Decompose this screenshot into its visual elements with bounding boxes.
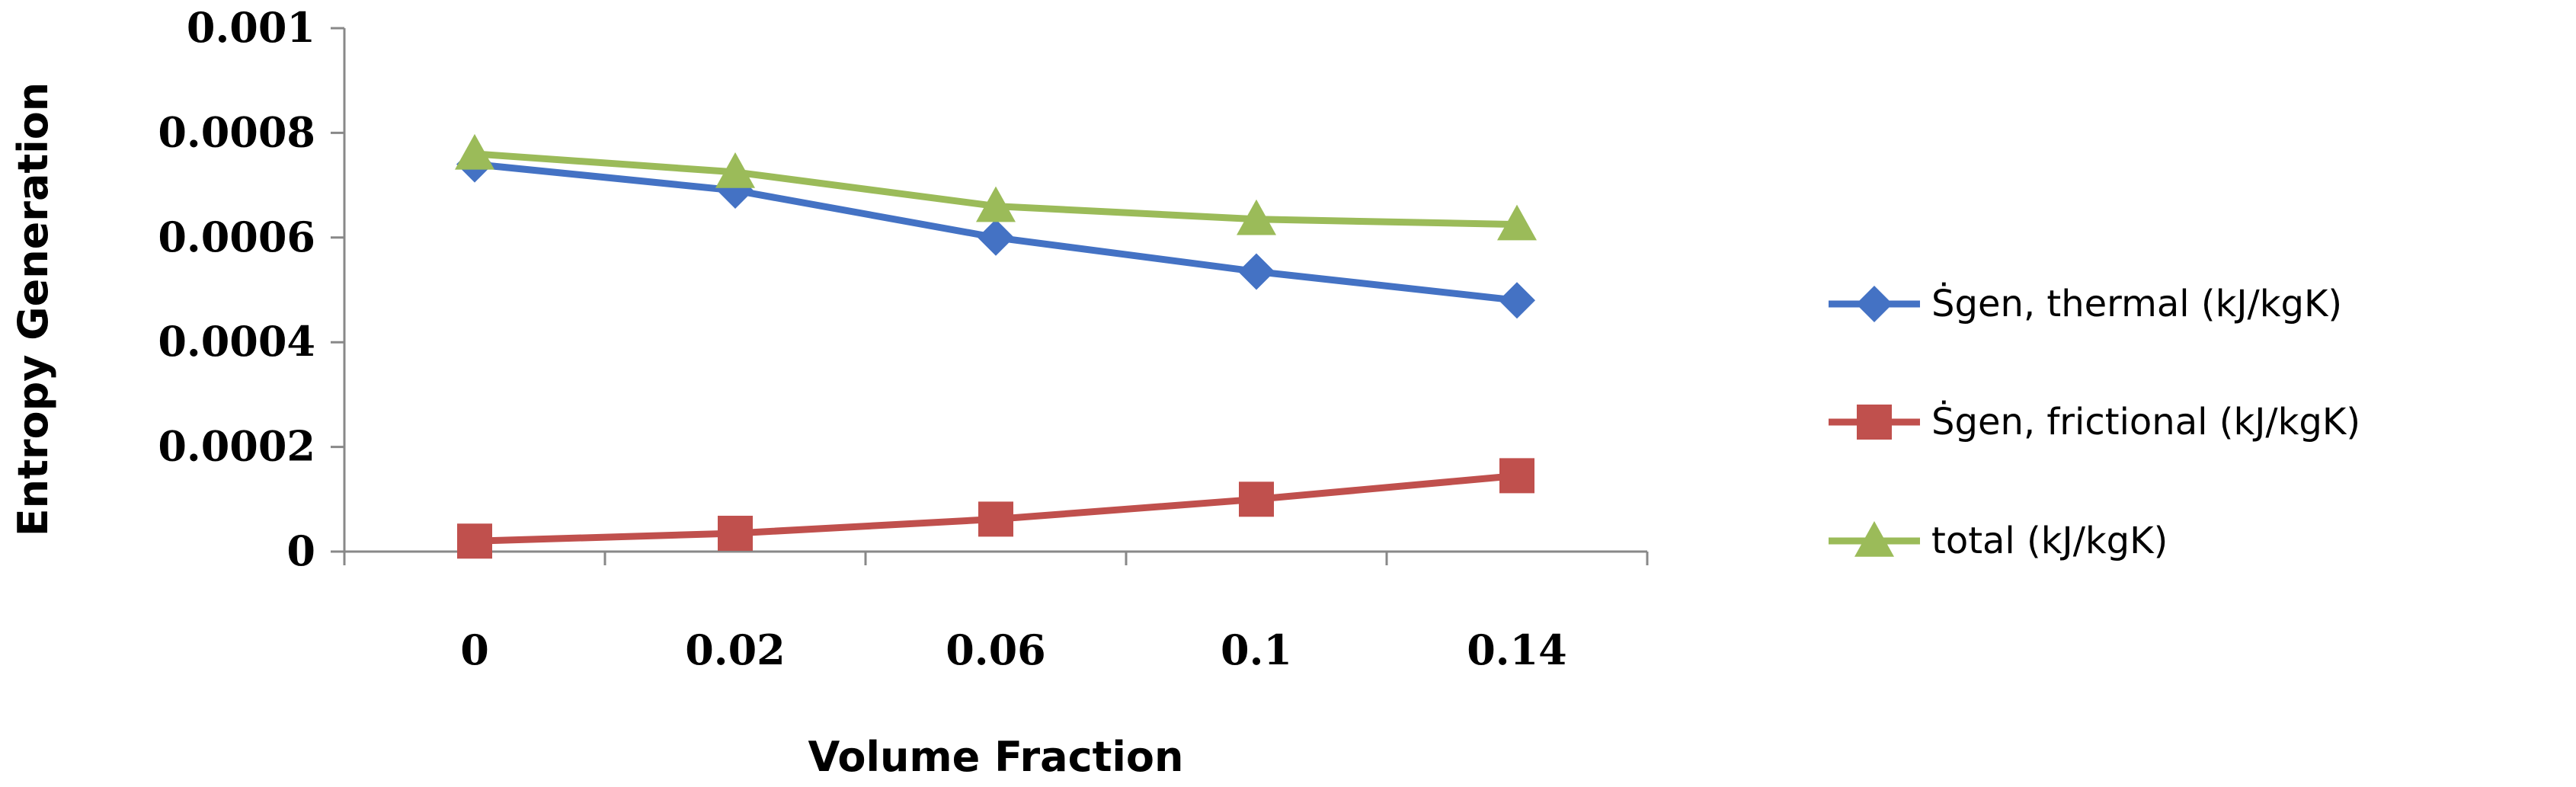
- data-point: [978, 501, 1013, 537]
- data-point: [1237, 199, 1276, 235]
- y-tick-label: 0: [286, 526, 315, 575]
- x-tick-label: 0.02: [685, 625, 786, 674]
- legend-entry: Ṡgen, frictional (kJ/kgK): [1829, 401, 2360, 443]
- data-point: [1499, 458, 1534, 494]
- y-tick-label: 0.0006: [158, 213, 315, 261]
- data-point: [455, 133, 494, 170]
- data-point: [718, 515, 753, 551]
- data-point: [1239, 481, 1274, 517]
- y-tick-label: 0.0002: [158, 422, 315, 471]
- y-tick-label: 0.0004: [158, 317, 315, 366]
- y-tick-label: 0.0008: [158, 107, 315, 156]
- x-tick-label: 0: [460, 625, 489, 674]
- data-point: [1499, 282, 1535, 319]
- legend-entry: Ṡgen, thermal (kJ/kgK): [1829, 283, 2342, 325]
- legend-swatch-marker: [1857, 405, 1892, 440]
- data-point: [976, 186, 1016, 222]
- data-point: [715, 152, 755, 188]
- data-point: [457, 523, 492, 559]
- series-triangle: [455, 133, 1537, 241]
- legend-swatch-marker: [1854, 521, 1894, 557]
- data-point: [1238, 253, 1275, 290]
- data-point: [978, 219, 1014, 256]
- x-tick-label: 0.14: [1467, 625, 1567, 674]
- data-point: [1497, 204, 1537, 241]
- y-tick-label: 0.001: [187, 3, 315, 52]
- legend-label: Ṡgen, thermal (kJ/kgK): [1931, 283, 2342, 325]
- x-tick-label: 0.06: [946, 625, 1046, 674]
- legend-swatch-marker: [1856, 286, 1893, 322]
- series-layer: [455, 133, 1537, 559]
- x-tick-label: 0.1: [1221, 625, 1292, 674]
- series-diamond: [456, 146, 1535, 319]
- x-axis-title: Volume Fraction: [808, 733, 1184, 781]
- legend: Ṡgen, thermal (kJ/kgK) Ṡgen, frictional (…: [1829, 283, 2360, 562]
- series-square: [457, 458, 1534, 559]
- legend-entry: total (kJ/kgK): [1829, 520, 2168, 562]
- axes: 0 0.0002 0.0004 0.0006 0.0008 0.001 0 0.02 0.06 0…: [158, 3, 1649, 674]
- legend-label: Ṡgen, frictional (kJ/kgK): [1931, 401, 2360, 443]
- y-axis-title: Entropy Generation: [9, 82, 57, 536]
- legend-label: total (kJ/kgK): [1931, 520, 2168, 562]
